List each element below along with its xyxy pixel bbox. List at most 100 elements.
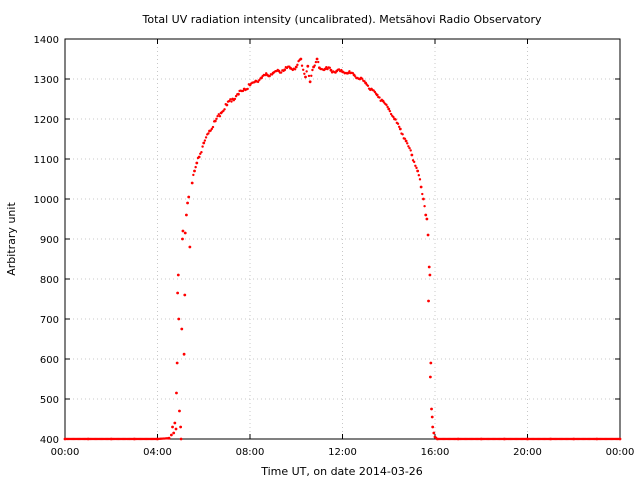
data-point	[195, 161, 199, 165]
x-tick-label: 12:00	[328, 447, 357, 458]
data-point	[201, 145, 204, 148]
data-point	[194, 165, 197, 169]
data-point	[418, 178, 422, 181]
data-point	[229, 98, 232, 101]
data-point	[303, 72, 306, 75]
data-point	[296, 63, 299, 67]
data-point	[293, 68, 297, 71]
data-point	[387, 107, 391, 111]
data-point	[197, 155, 201, 159]
data-point	[181, 237, 184, 241]
data-point	[403, 137, 407, 140]
data-point	[311, 68, 314, 72]
data-point	[227, 99, 231, 103]
data-point	[185, 213, 188, 217]
data-point	[408, 146, 411, 150]
data-point	[373, 90, 377, 94]
data-point	[299, 57, 303, 61]
data-point	[428, 375, 432, 379]
data-point	[427, 299, 430, 303]
data-point	[313, 64, 316, 67]
data-point	[378, 96, 381, 99]
data-point	[300, 64, 304, 67]
x-tick-label: 04:00	[143, 447, 172, 458]
data-point	[190, 181, 194, 185]
grid-lines	[65, 39, 620, 439]
data-point	[414, 164, 417, 168]
data-point	[263, 73, 267, 77]
y-tick-label: 1000	[34, 195, 59, 206]
data-point	[354, 75, 357, 78]
data-point	[218, 115, 222, 118]
data-point	[233, 97, 237, 101]
data-point	[424, 213, 428, 217]
data-point	[172, 431, 176, 435]
data-point	[187, 195, 191, 199]
data-point	[416, 169, 420, 173]
data-point	[175, 361, 179, 365]
data-point	[328, 66, 331, 70]
data-point	[425, 217, 429, 221]
data-point	[306, 64, 310, 68]
data-point	[329, 68, 333, 72]
data-point	[223, 108, 226, 111]
data-point	[385, 103, 388, 107]
x-tick-label: 00:00	[606, 447, 635, 458]
data-point	[181, 229, 185, 233]
data-point	[407, 145, 410, 148]
data-point	[213, 119, 217, 123]
data-point	[167, 436, 171, 440]
data-point	[207, 132, 210, 135]
data-point	[174, 427, 178, 431]
data-point	[192, 173, 195, 177]
y-tick-label: 900	[40, 235, 59, 246]
data-points	[63, 57, 622, 441]
data-point	[310, 74, 313, 77]
data-point	[283, 68, 287, 72]
data-point	[180, 327, 184, 331]
y-tick-label: 400	[40, 435, 59, 446]
x-tick-label: 20:00	[513, 447, 542, 458]
data-point	[432, 431, 436, 435]
data-point	[426, 233, 430, 237]
data-point	[428, 273, 432, 277]
y-tick-label: 1200	[34, 115, 59, 126]
data-point	[301, 68, 305, 72]
axis-ticks: 400 500 600 700 800 900 1000 1100 1200 1300 1400 00…	[34, 35, 635, 458]
data-point	[427, 265, 431, 269]
data-point	[419, 185, 423, 189]
data-point	[412, 160, 416, 164]
data-point	[176, 291, 180, 295]
data-point	[305, 70, 308, 73]
data-point	[430, 407, 433, 411]
data-point	[203, 139, 207, 142]
data-point	[217, 113, 220, 116]
data-point	[216, 114, 219, 118]
data-point	[183, 293, 187, 297]
data-point	[246, 87, 249, 91]
data-point	[209, 129, 212, 132]
x-axis-label: Time UT, on date 2014-03-26	[260, 465, 423, 478]
data-point	[169, 433, 173, 437]
data-point	[423, 204, 426, 208]
data-point	[404, 139, 408, 143]
data-point	[431, 425, 435, 429]
data-point	[388, 109, 392, 113]
y-tick-label: 1100	[34, 155, 59, 166]
y-tick-label: 1400	[34, 35, 59, 46]
data-point	[179, 425, 183, 429]
y-tick-label: 800	[40, 275, 59, 286]
data-point	[337, 68, 341, 71]
data-point	[348, 70, 351, 73]
data-point	[193, 169, 196, 173]
data-point	[398, 127, 402, 131]
data-point	[241, 89, 245, 93]
data-point	[325, 66, 328, 69]
data-point	[200, 150, 203, 154]
data-point	[410, 153, 414, 157]
data-point	[225, 103, 229, 107]
data-point	[314, 60, 318, 64]
data-point	[230, 100, 233, 103]
data-point	[178, 409, 181, 413]
